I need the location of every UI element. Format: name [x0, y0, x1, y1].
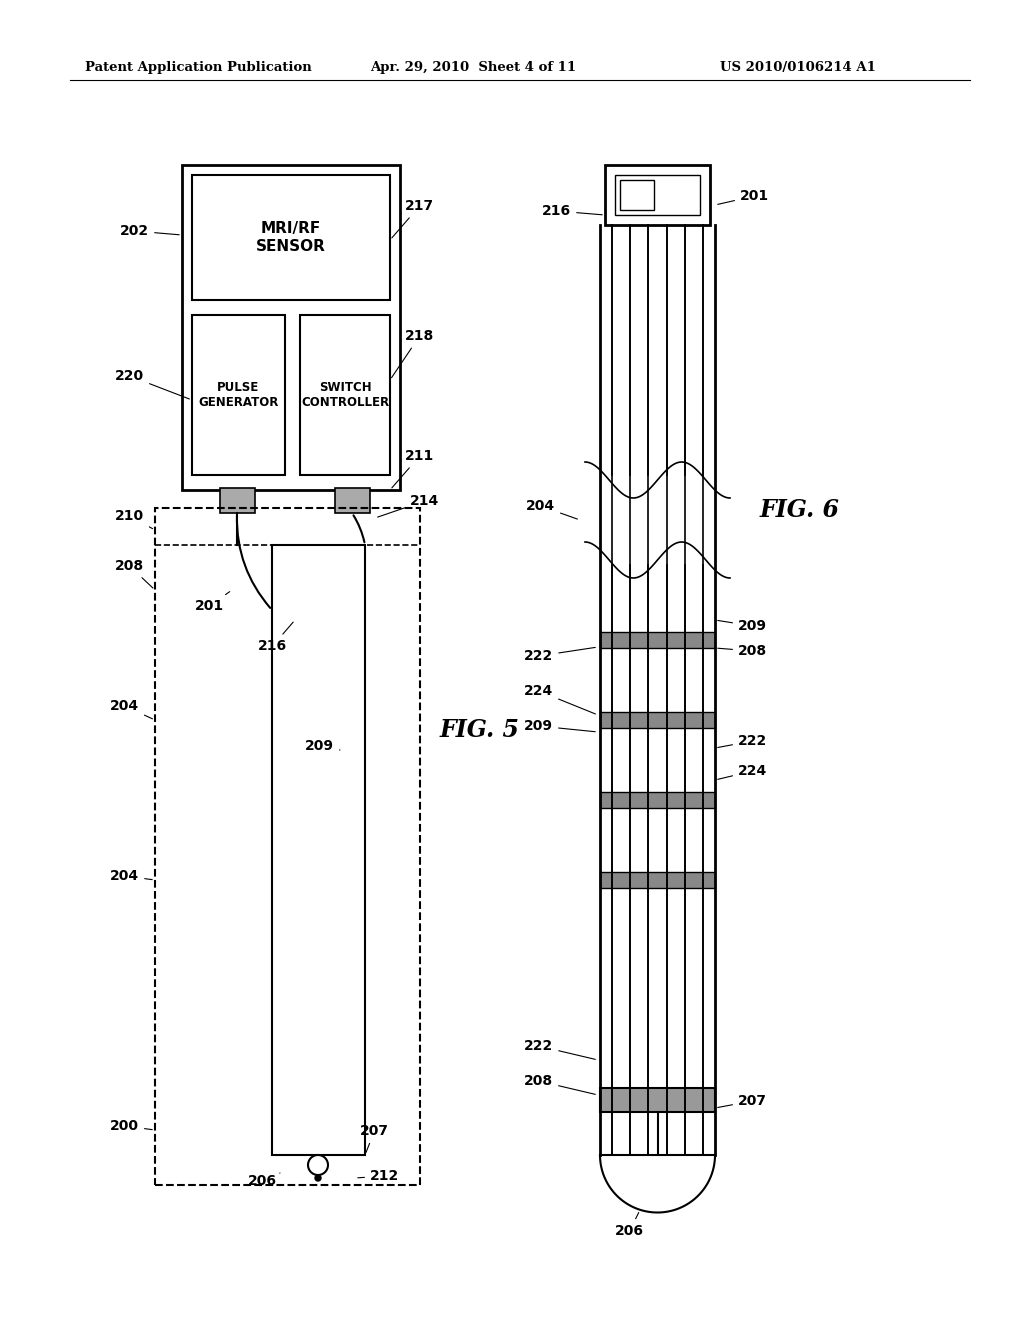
Bar: [600, 873, 715, 888]
Text: 224: 224: [524, 684, 595, 714]
Text: MRI/RF
SENSOR: MRI/RF SENSOR: [256, 222, 326, 253]
Text: 202: 202: [120, 224, 179, 238]
Text: 217: 217: [392, 199, 434, 238]
Text: 204: 204: [110, 700, 153, 719]
Text: 209: 209: [524, 719, 595, 733]
Text: FIG. 5: FIG. 5: [440, 718, 520, 742]
Text: 204: 204: [110, 869, 153, 883]
Bar: [605, 165, 710, 224]
Text: Apr. 29, 2010  Sheet 4 of 11: Apr. 29, 2010 Sheet 4 of 11: [370, 62, 577, 74]
Text: 216: 216: [542, 205, 602, 218]
Text: FIG. 6: FIG. 6: [760, 498, 840, 521]
Bar: [193, 315, 285, 475]
Text: 208: 208: [115, 558, 153, 589]
Circle shape: [308, 1155, 328, 1175]
Text: 209: 209: [305, 739, 340, 752]
Text: 222: 222: [718, 734, 767, 748]
Text: 200: 200: [110, 1119, 153, 1133]
Bar: [193, 176, 390, 300]
Text: 211: 211: [392, 449, 434, 488]
Text: 220: 220: [115, 370, 189, 399]
Bar: [600, 632, 715, 648]
Bar: [600, 792, 715, 808]
Text: 204: 204: [526, 499, 578, 519]
Text: 212: 212: [357, 1170, 399, 1183]
Text: PULSE
GENERATOR: PULSE GENERATOR: [199, 381, 279, 409]
Text: SWITCH
CONTROLLER: SWITCH CONTROLLER: [301, 381, 389, 409]
Bar: [615, 176, 700, 215]
Text: 214: 214: [378, 494, 439, 517]
Bar: [590, 480, 725, 560]
Text: US 2010/0106214 A1: US 2010/0106214 A1: [720, 62, 876, 74]
Polygon shape: [345, 791, 365, 813]
Text: 216: 216: [258, 622, 293, 653]
Text: Patent Application Publication: Patent Application Publication: [85, 62, 311, 74]
Bar: [300, 315, 390, 475]
Text: 218: 218: [391, 329, 434, 378]
Bar: [182, 165, 400, 490]
Bar: [272, 545, 365, 1155]
Text: 207: 207: [718, 1094, 767, 1107]
Bar: [155, 508, 420, 1185]
Text: 208: 208: [524, 1074, 595, 1094]
Text: 209: 209: [718, 619, 767, 634]
Text: 201: 201: [718, 189, 769, 205]
Text: 222: 222: [524, 1039, 595, 1060]
Text: 210: 210: [115, 510, 153, 529]
Bar: [600, 1088, 715, 1111]
Circle shape: [315, 1175, 321, 1181]
Bar: [335, 488, 370, 513]
Text: 208: 208: [718, 644, 767, 657]
Text: 206: 206: [615, 1213, 644, 1238]
Bar: [220, 488, 255, 513]
Bar: [620, 180, 654, 210]
Text: 222: 222: [524, 647, 595, 663]
Bar: [600, 711, 715, 729]
Text: 206: 206: [248, 1173, 280, 1188]
Text: 201: 201: [195, 591, 229, 612]
Text: 207: 207: [360, 1125, 389, 1152]
Text: 224: 224: [718, 764, 767, 779]
